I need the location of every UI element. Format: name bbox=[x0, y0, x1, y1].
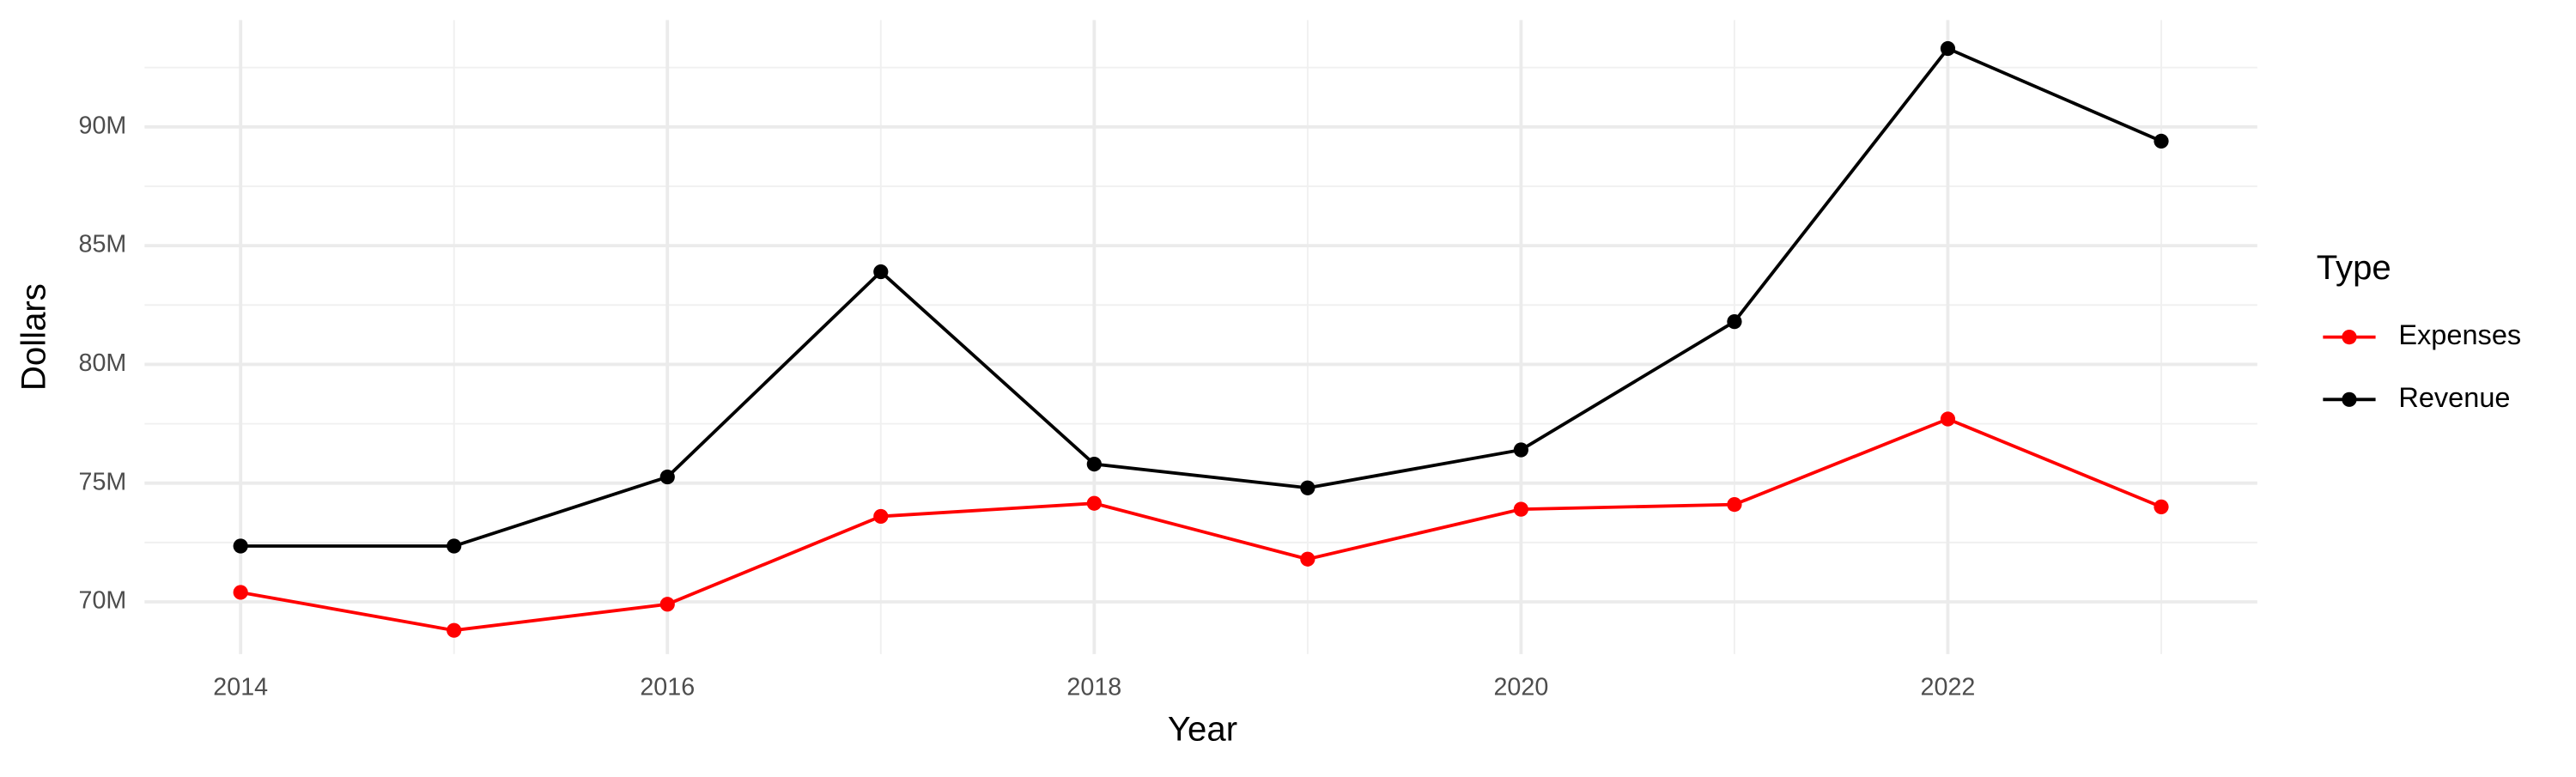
data-point bbox=[1940, 411, 1956, 427]
x-tick-label: 2016 bbox=[640, 674, 695, 701]
y-tick-label: 90M bbox=[79, 112, 127, 139]
data-point bbox=[873, 264, 889, 280]
x-tick-label: 2022 bbox=[1921, 674, 1976, 701]
data-point bbox=[233, 538, 248, 554]
data-point bbox=[1513, 501, 1529, 517]
y-tick-label: 70M bbox=[79, 587, 127, 615]
y-tick-label: 80M bbox=[79, 349, 127, 377]
data-point bbox=[1727, 496, 1742, 513]
data-point bbox=[1513, 442, 1529, 458]
data-point bbox=[447, 622, 462, 638]
legend-label: Revenue bbox=[2398, 382, 2510, 413]
x-tick-label: 2020 bbox=[1493, 674, 1548, 701]
data-point bbox=[1300, 480, 1315, 495]
data-point bbox=[1300, 551, 1315, 567]
x-tick-label: 2018 bbox=[1066, 674, 1121, 701]
legend-title: Type bbox=[2317, 248, 2391, 287]
legend-key-point bbox=[2342, 392, 2357, 407]
series-line bbox=[240, 416, 2162, 633]
data-point bbox=[1086, 495, 1102, 511]
x-axis-title: Year bbox=[1168, 709, 1237, 748]
y-tick-label: 75M bbox=[79, 468, 127, 495]
data-point bbox=[1727, 314, 1742, 330]
data-point bbox=[659, 469, 675, 485]
data-point bbox=[2154, 499, 2169, 514]
x-tick-label: 2014 bbox=[213, 674, 268, 701]
y-axis-title: Dollars bbox=[15, 283, 53, 391]
series-line bbox=[240, 46, 2162, 548]
data-point bbox=[1086, 456, 1102, 472]
data-point bbox=[2154, 133, 2169, 149]
legend-key-point bbox=[2342, 329, 2357, 345]
data-point bbox=[659, 597, 675, 612]
y-tick-label: 85M bbox=[79, 231, 127, 258]
data-point bbox=[233, 585, 248, 600]
data-point bbox=[447, 538, 462, 554]
legend-label: Expenses bbox=[2398, 319, 2521, 350]
data-point bbox=[873, 508, 889, 525]
data-point bbox=[1940, 40, 1956, 57]
